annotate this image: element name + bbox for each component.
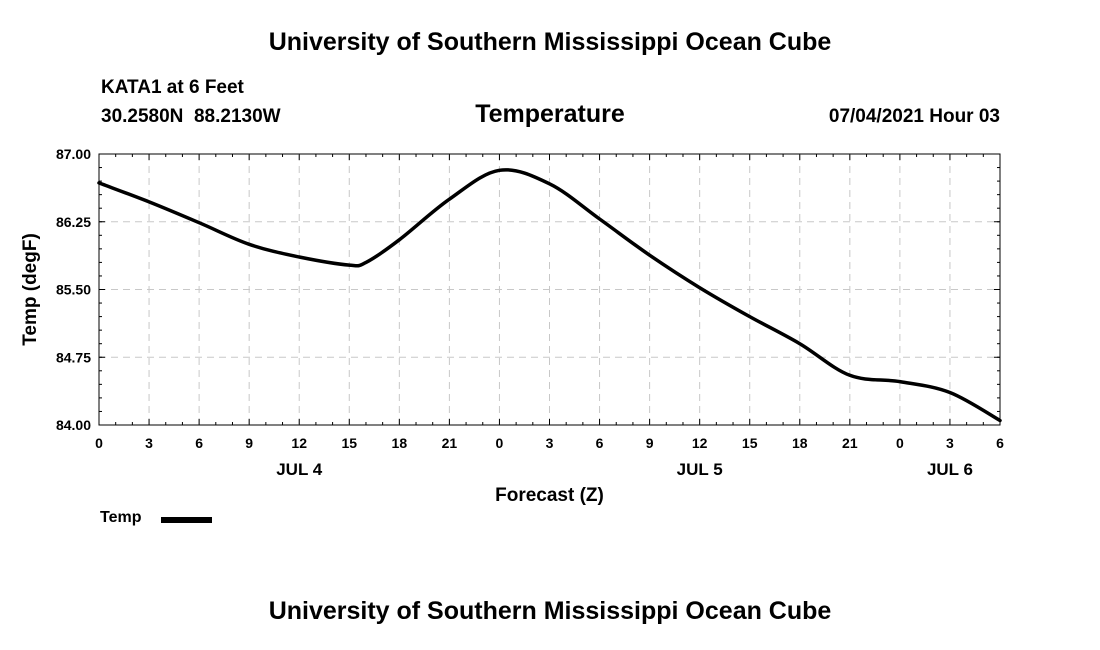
x-tick-label: 12	[291, 435, 307, 451]
day-label: JUL 6	[927, 460, 973, 479]
x-tick-label: 0	[496, 435, 504, 451]
x-tick-label: 15	[341, 435, 357, 451]
y-axis-title: Temp (degF)	[20, 233, 41, 346]
chart-header-title: University of Southern Mississippi Ocean…	[268, 28, 832, 56]
x-tick-label: 21	[842, 435, 858, 451]
x-tick-label: 6	[195, 435, 203, 451]
x-tick-label: 12	[692, 435, 708, 451]
chart-variable-title: Temperature	[475, 100, 625, 128]
x-tick-label: 18	[392, 435, 408, 451]
x-tick-label: 3	[145, 435, 153, 451]
coordinates-label: 30.2580N 88.2130W	[101, 106, 281, 127]
y-tick-label: 85.50	[56, 282, 91, 298]
x-tick-label: 21	[442, 435, 458, 451]
x-tick-label: 3	[946, 435, 954, 451]
x-tick-label: 18	[792, 435, 808, 451]
station-label: KATA1 at 6 Feet	[101, 77, 244, 98]
x-tick-label: 3	[546, 435, 554, 451]
legend-label: Temp	[100, 509, 142, 526]
x-tick-label: 6	[596, 435, 604, 451]
x-tick-label: 0	[95, 435, 103, 451]
x-axis-title: Forecast (Z)	[495, 485, 604, 506]
y-tick-label: 86.25	[56, 214, 91, 230]
chart-footer-title: University of Southern Mississippi Ocean…	[268, 597, 832, 625]
y-tick-label: 87.00	[56, 146, 91, 162]
x-tick-label: 15	[742, 435, 758, 451]
forecast-datetime: 07/04/2021 Hour 03	[828, 106, 1000, 127]
x-tick-label: 0	[896, 435, 904, 451]
y-tick-label: 84.75	[56, 349, 91, 365]
x-tick-label: 9	[646, 435, 654, 451]
day-label: JUL 4	[276, 460, 323, 479]
y-tick-label: 84.00	[56, 417, 91, 433]
x-tick-label: 9	[245, 435, 253, 451]
temp-series-line	[97, 168, 1002, 423]
legend-swatch	[161, 517, 212, 523]
day-label: JUL 5	[677, 460, 723, 479]
x-tick-label: 6	[996, 435, 1004, 451]
